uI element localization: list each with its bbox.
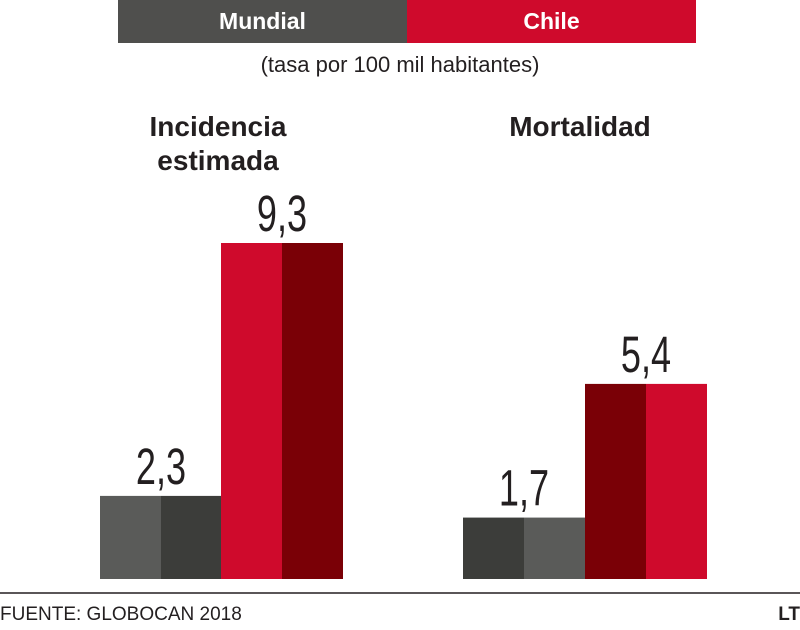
value-label-chile-mortalidad: 5,4 [621, 327, 671, 383]
chart-subtitle: (tasa por 100 mil habitantes) [260, 52, 540, 77]
footer-logo: LT [778, 604, 800, 625]
footer-source: FUENTE: GLOBOCAN 2018 [0, 604, 242, 625]
bar-chile-mortalidad-right [646, 383, 707, 579]
value-label-mundial-mortalidad: 1,7 [499, 461, 549, 517]
legend: Mundial Chile [118, 0, 696, 43]
bar-mundial-mortalidad-right [524, 517, 585, 579]
legend-mundial: Mundial [118, 0, 407, 43]
bar-chile-incidencia-left [221, 243, 282, 579]
bar-mundial-mortalidad-left [463, 517, 524, 579]
legend-chile: Chile [407, 0, 696, 43]
value-label-chile-incidencia: 9,3 [257, 186, 307, 242]
bar-mundial-incidencia-left [100, 495, 161, 579]
value-label-mundial-incidencia: 2,3 [136, 439, 186, 495]
bar-mundial-incidencia-right [161, 495, 222, 579]
group-title-mortalidad: Mortalidad [509, 111, 651, 142]
bar-chile-incidencia-right [282, 243, 343, 579]
bar-chile-mortalidad-left [585, 383, 646, 579]
group-title-incidencia: Incidencia estimada [149, 111, 287, 176]
